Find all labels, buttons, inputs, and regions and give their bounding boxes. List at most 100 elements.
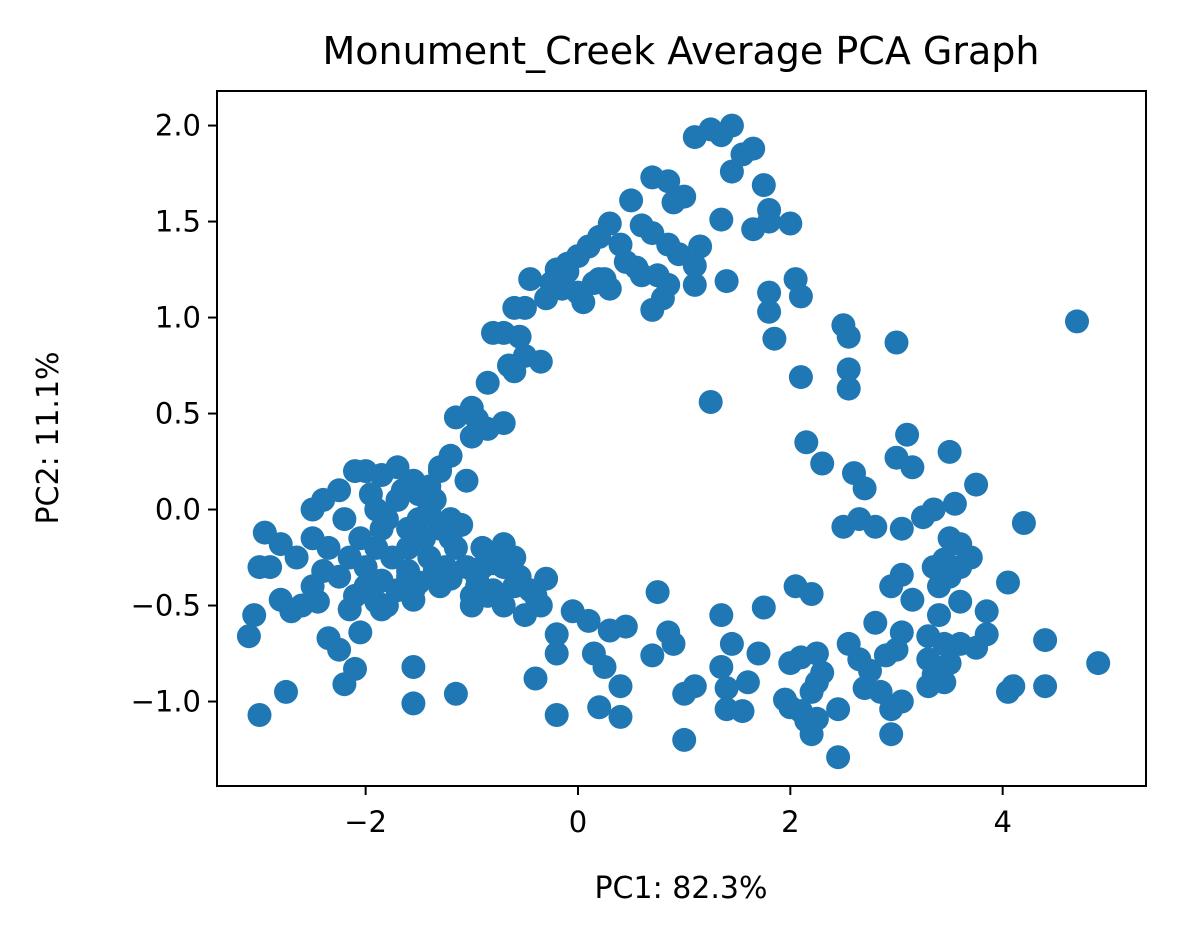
scatter-point: [879, 722, 904, 747]
scatter-point: [502, 295, 527, 320]
scatter-point: [735, 670, 760, 695]
x-axis-label: PC1: 82.3%: [594, 871, 767, 906]
scatter-point: [762, 326, 787, 351]
scatter-point: [401, 691, 426, 716]
scatter-point: [358, 482, 383, 507]
y-tick-label: −1.0: [131, 685, 201, 719]
scatter-point: [422, 559, 447, 583]
scatter-point: [502, 545, 527, 570]
scatter-point: [709, 603, 734, 628]
scatter-point: [672, 727, 697, 752]
scatter-point: [884, 637, 909, 662]
scatter-point: [428, 459, 452, 484]
scatter-point: [518, 267, 543, 292]
scatter-point: [868, 679, 893, 704]
scatter-point: [927, 574, 951, 599]
scatter-point: [942, 491, 967, 516]
scatter-point: [826, 745, 851, 770]
scatter-point: [863, 514, 888, 539]
scatter-point: [661, 631, 686, 656]
scatter-point: [788, 365, 813, 390]
scatter-point: [937, 439, 962, 464]
scatter-point: [284, 545, 309, 570]
scatter-point: [937, 651, 962, 676]
scatter-point: [799, 679, 824, 704]
scatter-point: [544, 622, 569, 647]
scatter-point: [592, 655, 617, 679]
scatter-point: [757, 280, 782, 305]
scatter-point: [422, 487, 447, 512]
scatter-point: [268, 532, 293, 557]
scatter-point: [921, 555, 946, 580]
scatter-point: [826, 697, 851, 722]
scatter-point: [741, 217, 766, 242]
scatter-point: [751, 173, 776, 198]
scatter-point: [1001, 674, 1026, 699]
x-tick-label: 4: [993, 805, 1011, 839]
scatter-point: [672, 184, 697, 209]
scatter-point: [332, 672, 357, 697]
scatter-point: [576, 608, 601, 633]
scatter-point: [247, 703, 272, 727]
y-tick-label: 0.0: [155, 493, 201, 527]
scatter-point: [629, 263, 654, 288]
scatter-point: [751, 595, 776, 620]
scatter-point: [640, 643, 665, 668]
scatter-point: [369, 597, 394, 622]
scatter-point: [921, 497, 946, 522]
scatter-point: [719, 113, 744, 138]
scatter-point: [884, 330, 909, 355]
y-tick-label: 1.5: [155, 205, 201, 239]
scatter-point: [900, 455, 925, 480]
scatter-point: [369, 516, 394, 541]
y-axis-ticks: −1.0 −0.5 0.0 0.5 1.0 1.5 2.0: [131, 109, 217, 719]
x-tick-label: 2: [781, 805, 799, 839]
scatter-point: [996, 570, 1020, 595]
scatter-point: [964, 472, 989, 497]
scatter-point: [688, 234, 713, 259]
scatter-point: [719, 159, 744, 184]
scatter-point: [518, 578, 543, 603]
scatter-point: [236, 624, 261, 649]
scatter-point: [544, 703, 569, 727]
scatter-point: [879, 574, 904, 599]
scatter-point: [1065, 309, 1089, 334]
scatter-point: [481, 320, 505, 345]
scatter-point: [401, 578, 426, 603]
scatter-point: [465, 564, 490, 589]
scatter-point: [337, 597, 362, 622]
scatter-point: [974, 599, 999, 624]
plot-frame: [216, 90, 1147, 787]
y-tick-label: 2.0: [155, 109, 201, 143]
scatter-point: [804, 641, 829, 666]
scatter-point: [353, 555, 378, 580]
scatter-point: [656, 169, 681, 194]
scatter-point: [613, 249, 638, 274]
scatter-point: [879, 697, 904, 722]
scatter-point: [719, 631, 744, 656]
scatter-point: [268, 587, 293, 612]
scatter-point: [481, 551, 505, 576]
points-layer: [236, 113, 1111, 770]
scatter-point: [512, 603, 537, 628]
scatter-point: [348, 620, 373, 645]
scatter-point: [645, 580, 670, 605]
scatter-point: [682, 674, 707, 699]
scatter-point: [682, 253, 707, 278]
scatter-point: [836, 324, 861, 349]
scatter-point: [581, 271, 606, 295]
scatter-point: [799, 582, 824, 606]
scatter-point: [401, 655, 426, 679]
scatter-point: [608, 674, 633, 699]
scatter-point: [757, 299, 782, 324]
scatter-point: [810, 451, 835, 476]
scatter-point: [927, 603, 951, 628]
scatter-point: [794, 430, 819, 455]
scatter-point: [698, 390, 723, 414]
scatter-point: [714, 269, 739, 294]
scatter-point: [523, 666, 548, 691]
scatter-point: [449, 512, 474, 537]
scatter-point: [327, 637, 352, 662]
x-tick-label: 0: [569, 805, 587, 839]
